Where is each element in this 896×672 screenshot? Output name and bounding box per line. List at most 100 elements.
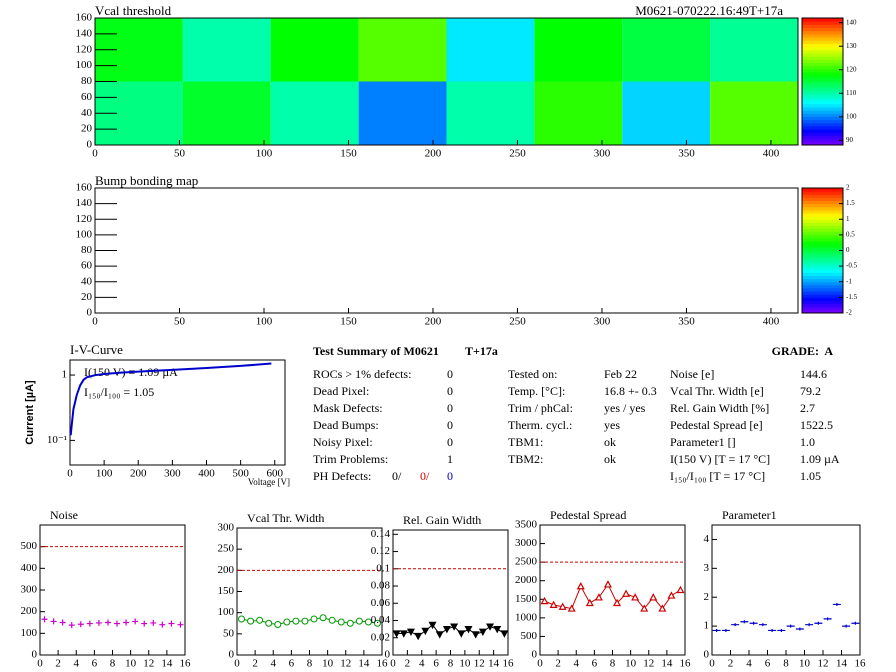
data-point [676,585,685,594]
x-tick-label: 16 [503,658,515,670]
defect-value: 0 [447,418,453,432]
x-tick-label: 4 [74,658,80,670]
color-bar-step [802,194,843,198]
y-tick-label: 3 [704,562,710,574]
y-axis-label: Current [µA] [24,380,36,445]
chart-title: Rel. Gain Width [403,513,481,527]
heatmap-cell [446,81,535,145]
color-bar-step [802,106,843,111]
color-bar-step [802,122,843,127]
heatmap-cell [622,18,711,82]
x-tick-label: 4 [271,658,277,670]
y-tick-label: 100 [76,228,93,240]
result-value: 1.0 [800,435,815,449]
data-point [805,623,814,627]
data-point [823,617,832,621]
iv-curve [69,362,272,436]
condition-value: yes [604,418,620,432]
data-point [649,593,658,601]
x-tick-label: 0 [390,658,396,670]
result-label: I₁₅₀/I₁₀₀ [T = 17 °C] [670,469,765,483]
x-tick-label: 8 [307,658,313,670]
x-tick-label: 2 [55,658,61,670]
data-point [168,620,175,627]
y-tick-label: 0 [87,139,93,151]
data-point [731,623,740,627]
color-bar-step [802,188,843,192]
color-bar-step [802,27,843,32]
condition-value: ok [604,435,616,449]
data-point [786,624,795,628]
data-point [471,631,480,639]
y-tick-label: 40 [81,275,93,287]
x-tick-label: 600 [267,468,284,480]
color-bar-step [802,110,843,114]
data-point [594,593,603,601]
condition-label: Temp. [°C]: [508,384,565,398]
color-bar-step [802,309,843,314]
result-label: Parameter1 [] [670,435,736,449]
data-point [442,626,451,634]
y-tick-label: 0 [87,307,93,319]
color-bar-step [802,241,843,245]
color-bar-step [802,71,843,76]
color-bar-step [802,24,843,29]
x-tick-label: 300 [594,316,611,328]
connector-line [241,617,378,626]
data-point [114,620,121,627]
y-tick-label: 120 [76,43,93,55]
y-tick-label: 400 [21,562,38,574]
data-point [749,621,758,625]
ph-defect-value: 0/ [392,469,402,483]
color-bar-step [802,81,843,86]
data-point [795,627,804,631]
x-tick-label: 300 [164,468,181,480]
color-bar-step [802,300,843,305]
color-bar-step [802,116,843,121]
x-tick-label: 14 [661,658,673,670]
y-tick-label: 60 [81,260,93,272]
defect-label: Trim Problems: [313,452,388,466]
x-tick-label: 0 [67,468,73,480]
y-tick-label: 10⁻¹ [47,434,67,446]
defect-label: Noisy Pixel: [313,435,373,449]
color-bar-step [802,231,843,236]
data-point [540,596,549,605]
color-bar-step [802,256,843,261]
color-bar-step [802,225,843,230]
data-point [355,617,363,625]
color-bar-step [802,87,843,92]
color-bar-step [802,129,843,133]
x-tick-label: 12 [143,658,154,670]
z-tick-label: -2 [846,309,852,317]
condition-label: TBM1: [508,435,543,449]
result-value: 144.6 [800,367,827,381]
color-bar-step [802,30,843,35]
data-point [493,626,502,634]
defect-label: ROCs > 1% defects: [313,367,411,381]
x-tick-label: 12 [818,658,829,670]
x-tick-label: 0 [537,658,543,670]
color-bar-step [802,62,843,67]
data-point [265,619,273,627]
y-tick-label: 120 [76,213,93,225]
y-tick-label: 50 [223,627,235,639]
result-label: Rel. Gain Width [%] [670,401,769,415]
x-tick-label: 100 [96,468,113,480]
color-bar-step [802,275,843,280]
x-tick-label: 14 [836,658,848,670]
defect-label: Mask Defects: [313,401,383,415]
data-point [373,619,381,627]
x-tick-label: 8 [783,658,789,670]
color-bar-step [802,37,843,41]
z-tick-label: 1.5 [846,199,855,207]
x-tick-label: 200 [425,148,442,160]
y-tick-label: 2000 [515,574,538,586]
y-tick-label: 2 [704,591,710,603]
data-point [500,630,509,638]
data-point [346,619,354,627]
z-tick-label: 1 [846,215,850,223]
z-tick-label: 90 [846,136,854,144]
data-point [428,621,437,630]
y-tick-label: 0.1 [376,562,390,574]
